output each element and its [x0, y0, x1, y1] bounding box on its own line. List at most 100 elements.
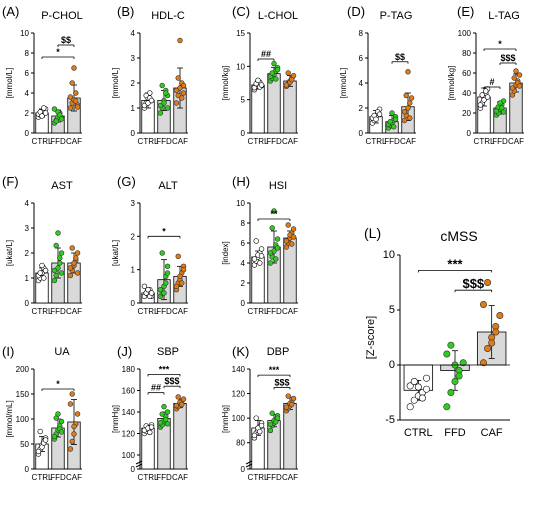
x-tick-label: CAF	[508, 137, 524, 146]
data-point-ffd	[161, 100, 167, 106]
y-tick-label: -5	[385, 414, 395, 426]
data-point-ffd	[157, 286, 164, 293]
x-tick-label: FFD	[50, 473, 66, 482]
x-tick-label: CAF	[481, 427, 503, 439]
significance-label: $$	[61, 35, 71, 45]
y-tick-label: 1	[131, 266, 136, 275]
data-point-ffd	[164, 105, 171, 111]
y-tick-label: 0	[241, 465, 246, 474]
data-point-ctrl	[257, 428, 263, 435]
y-tick-label: 100	[16, 415, 30, 424]
data-point-caf	[289, 401, 295, 408]
data-point-caf	[283, 82, 290, 88]
data-point-caf	[74, 411, 81, 417]
data-point-ffd	[387, 119, 393, 125]
significance-label: #	[489, 77, 494, 87]
y-tick-label: 10	[236, 199, 245, 208]
x-tick-label: FFD	[50, 137, 66, 146]
data-point-caf	[180, 396, 187, 402]
panel-letter: (D)	[347, 4, 365, 19]
data-point-caf	[179, 95, 185, 101]
y-tick-label: 2	[25, 249, 30, 258]
data-point-caf	[513, 68, 519, 74]
data-point-ctrl	[406, 403, 414, 411]
y-tick-label: 0	[467, 129, 472, 138]
y-tick-label: 4	[131, 29, 136, 38]
data-point-caf	[69, 80, 75, 86]
data-point-ctrl	[147, 429, 153, 436]
significance-label: *	[56, 379, 60, 389]
data-point-ffd	[55, 411, 61, 417]
panel-letter: (B)	[117, 4, 134, 19]
y-tick-label: 15	[236, 29, 245, 38]
data-point-ffd	[269, 225, 275, 231]
data-point-ctrl	[148, 97, 155, 104]
data-point-caf	[71, 65, 77, 71]
data-point-caf	[180, 90, 187, 96]
data-point-caf	[180, 82, 187, 89]
data-point-ctrl	[258, 82, 265, 88]
y-tick-label: 80	[462, 49, 471, 58]
y-tick-label: 4	[359, 79, 364, 88]
data-point-caf	[74, 250, 81, 256]
data-point-caf	[180, 266, 187, 273]
panel-letter: (L)	[364, 225, 381, 241]
data-point-ctrl	[42, 110, 49, 116]
data-point-ctrl	[484, 94, 491, 100]
data-point-caf	[285, 222, 291, 228]
y-tick-label: 0	[25, 299, 30, 308]
data-point-caf	[492, 328, 500, 336]
data-point-ffd	[164, 409, 171, 415]
data-point-ffd	[55, 230, 61, 236]
data-point-caf	[69, 245, 75, 251]
panel-title: SBP	[157, 346, 179, 358]
significance-label: **	[270, 209, 278, 219]
bar-caf	[173, 402, 187, 470]
significance-label: *	[498, 39, 502, 49]
data-point-ctrl	[148, 424, 155, 430]
y-tick-label: 0	[241, 129, 246, 138]
y-tick-label: 0	[25, 129, 30, 138]
y-tick-label: 50	[20, 440, 29, 449]
data-point-ctrl	[145, 286, 151, 293]
y-tick-label: 0	[241, 299, 246, 308]
data-point-ffd	[161, 290, 167, 296]
y-tick-label: 5	[389, 304, 395, 316]
data-point-caf	[173, 100, 180, 106]
data-point-caf	[509, 85, 516, 91]
data-point-ffd	[274, 236, 281, 242]
x-tick-label: FFD	[444, 427, 465, 439]
y-tick-label: 2	[131, 79, 136, 88]
data-point-ffd	[500, 109, 507, 115]
panel-title: HDL-C	[151, 10, 185, 22]
panel-letter: (K)	[232, 344, 249, 359]
data-point-ffd	[267, 421, 274, 427]
data-point-ffd	[159, 82, 165, 89]
data-point-ffd	[58, 429, 65, 435]
y-tick-label: 20	[462, 109, 471, 118]
data-point-ffd	[269, 410, 275, 416]
data-point-caf	[175, 253, 181, 260]
y-tick-label: 1	[131, 104, 136, 113]
data-point-ffd	[58, 270, 65, 276]
data-point-caf	[285, 393, 291, 399]
data-point-caf	[173, 283, 180, 290]
data-point-caf	[74, 104, 81, 110]
y-tick-label: 120	[122, 430, 136, 439]
data-point-ctrl	[479, 92, 485, 98]
data-point-ffd	[53, 272, 59, 279]
panel-letter: (E)	[457, 4, 474, 19]
panel-letter: (J)	[117, 344, 132, 359]
data-point-ctrl	[251, 432, 258, 439]
data-point-ffd	[161, 403, 167, 410]
x-tick-label: FFD	[266, 137, 282, 146]
y-tick-label: 2	[131, 232, 136, 241]
data-point-ffd	[58, 250, 65, 256]
data-point-caf	[479, 359, 487, 367]
data-point-caf	[484, 278, 492, 286]
x-tick-label: FFD	[492, 137, 508, 146]
x-tick-label: CAF	[66, 137, 82, 146]
